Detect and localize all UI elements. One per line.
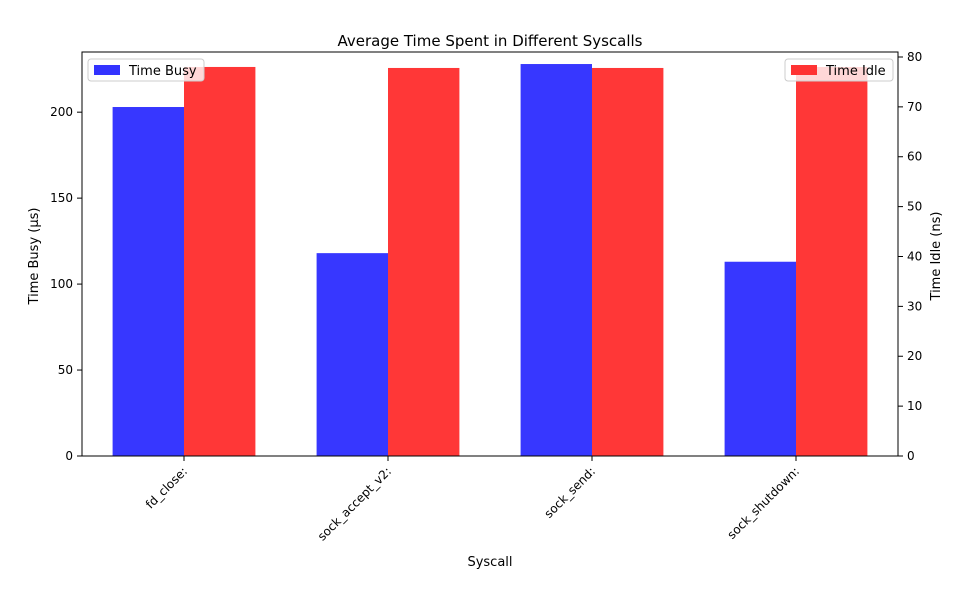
bar-busy-2: [520, 64, 592, 456]
legend-idle-swatch: [791, 65, 817, 75]
bar-busy-0: [112, 107, 184, 457]
y-left-tick-label-0: 0: [65, 449, 73, 463]
bar-idle-0: [184, 66, 256, 457]
x-tick-label-2: sock_send:: [542, 464, 599, 521]
bars-layer: [112, 64, 868, 457]
y-right-tick-label-6: 60: [907, 150, 922, 164]
y-left-tick-label-3: 150: [50, 191, 73, 205]
y-axis-label-left: Time Busy (μs): [27, 208, 42, 306]
y-axis-label-right: Time Idle (ns): [929, 212, 944, 302]
chart-title: Average Time Spent in Different Syscalls: [337, 32, 642, 50]
legend-idle-frame: [784, 58, 894, 82]
legend-busy-label: Time Busy: [128, 64, 197, 79]
y-right-tick-label-1: 10: [907, 399, 922, 413]
x-axis-label: Syscall: [467, 555, 512, 570]
x-tick-label-0: fd_close:: [143, 464, 190, 511]
y-right-tick-label-0: 0: [907, 449, 915, 463]
legend-idle: Time Idle: [784, 58, 894, 82]
y-right-tick-label-4: 40: [907, 249, 922, 263]
x-tick-label-3: sock_shutdown:: [725, 464, 803, 542]
y-right-tick-label-8: 80: [907, 50, 922, 64]
legend-busy-swatch: [94, 65, 120, 75]
bar-idle-1: [388, 67, 460, 456]
bar-idle-2: [592, 67, 664, 456]
y-right-tick-label-7: 70: [907, 100, 922, 114]
y-right-tick-label-2: 20: [907, 349, 922, 363]
bar-idle-3: [796, 66, 868, 457]
y-left-tick-label-1: 50: [58, 363, 73, 377]
y-left-tick-label-4: 200: [50, 105, 73, 119]
legend-busy: Time Busy: [87, 58, 205, 82]
legend-idle-label: Time Idle: [825, 64, 886, 79]
y-left-tick-label-2: 100: [50, 277, 73, 291]
bar-busy-3: [724, 261, 796, 456]
bar-busy-1: [316, 253, 388, 456]
plot-frame: [81, 51, 899, 457]
legend-busy-frame: [87, 58, 205, 82]
y-right-tick-label-5: 50: [907, 200, 922, 214]
x-tick-label-1: sock_accept_v2:: [315, 464, 394, 543]
y-right-tick-label-3: 30: [907, 299, 922, 313]
